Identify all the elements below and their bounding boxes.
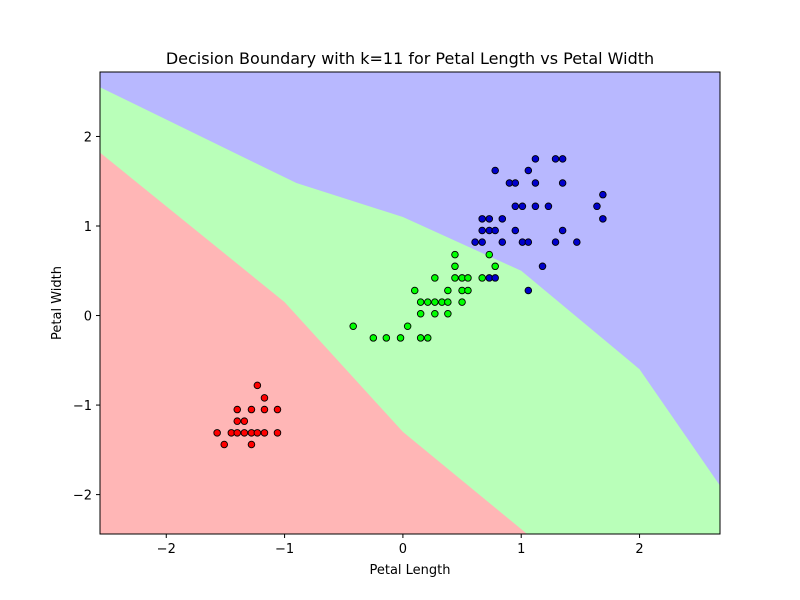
data-point-class-1 (416, 298, 425, 306)
data-point-class-0 (273, 429, 282, 437)
data-point-class-2 (478, 215, 486, 223)
region-class-0 (100, 152, 528, 534)
data-point-class-1 (485, 250, 494, 259)
y-axis-ticks: −2 −1 0 1 2 (73, 130, 100, 504)
y-tick-label: −1 (73, 399, 92, 414)
data-point-class-1 (423, 298, 432, 306)
x-tick-label: −2 (157, 542, 176, 557)
data-point-class-2 (551, 238, 560, 246)
data-point-class-2 (511, 179, 520, 187)
data-point-class-0 (240, 429, 249, 437)
data-point-class-2 (558, 226, 567, 235)
data-point-class-2 (538, 262, 547, 271)
data-point-class-0 (247, 440, 256, 449)
data-point-class-0 (253, 429, 262, 437)
data-point-class-0 (273, 405, 282, 414)
decision-regions (100, 72, 720, 534)
data-point-class-1 (431, 298, 439, 306)
data-point-class-0 (260, 394, 269, 402)
data-point-class-1 (464, 274, 472, 282)
data-point-class-2 (518, 202, 527, 211)
data-point-class-0 (253, 381, 262, 390)
chart-title: Decision Boundary with k=11 for Petal Le… (166, 49, 654, 68)
data-point-class-0 (233, 417, 242, 425)
data-point-class-1 (416, 309, 425, 318)
data-point-class-2 (511, 226, 520, 235)
data-point-class-0 (260, 405, 269, 414)
data-point-class-1 (369, 334, 378, 342)
data-point-class-2 (544, 202, 553, 211)
x-axis-ticks: −2 −1 0 1 2 (157, 534, 644, 557)
data-point-class-2 (531, 202, 540, 211)
data-point-class-2 (478, 226, 486, 235)
data-point-class-2 (531, 155, 540, 163)
data-point-class-2 (491, 166, 499, 175)
data-point-class-1 (478, 274, 486, 282)
data-point-class-2 (491, 226, 499, 235)
data-point-class-1 (444, 286, 452, 295)
data-point-class-0 (213, 429, 221, 437)
data-point-class-1 (349, 322, 357, 331)
data-point-class-0 (233, 405, 242, 414)
data-point-class-1 (382, 334, 391, 342)
data-point-class-1 (416, 334, 425, 342)
data-point-class-2 (485, 215, 494, 223)
data-point-class-0 (247, 405, 256, 414)
x-tick-label: 0 (399, 542, 407, 557)
data-point-class-2 (511, 202, 520, 211)
data-point-class-1 (444, 309, 452, 318)
data-point-class-1 (403, 322, 412, 331)
data-point-class-0 (260, 429, 269, 437)
data-point-class-2 (524, 286, 533, 295)
data-point-class-2 (524, 238, 533, 246)
y-tick-label: 1 (84, 220, 92, 235)
data-point-class-2 (531, 179, 540, 187)
data-point-class-1 (444, 298, 452, 306)
x-axis-label: Petal Length (369, 563, 450, 578)
y-tick-label: 2 (84, 130, 92, 145)
data-point-class-1 (451, 262, 459, 271)
x-tick-label: −1 (275, 542, 294, 557)
data-point-class-1 (423, 334, 432, 342)
data-point-class-2 (498, 238, 507, 246)
data-point-class-1 (464, 286, 472, 295)
data-point-class-1 (458, 298, 466, 306)
data-point-class-1 (431, 274, 439, 282)
data-point-class-1 (431, 309, 439, 318)
data-point-class-2 (551, 155, 560, 163)
data-point-class-2 (471, 238, 479, 246)
data-point-class-2 (498, 215, 507, 223)
data-point-class-1 (451, 274, 459, 282)
data-points (213, 155, 607, 449)
data-point-class-2 (593, 202, 601, 211)
data-point-class-1 (410, 286, 419, 295)
data-point-class-2 (599, 215, 607, 223)
data-point-class-1 (396, 334, 405, 342)
data-point-class-2 (573, 238, 581, 246)
y-tick-label: 0 (84, 310, 92, 325)
data-point-class-0 (220, 440, 228, 449)
y-axis-label: Petal Width (50, 266, 65, 340)
data-point-class-2 (478, 238, 486, 246)
data-point-class-2 (558, 155, 567, 163)
x-tick-label: 2 (635, 542, 643, 557)
data-point-class-0 (233, 429, 242, 437)
data-point-class-1 (451, 250, 459, 259)
x-tick-label: 1 (517, 542, 525, 557)
plot-frame (99, 71, 721, 535)
data-point-class-1 (491, 262, 499, 271)
y-tick-label: −2 (73, 489, 92, 504)
data-point-class-0 (240, 417, 249, 425)
data-point-class-2 (599, 190, 607, 199)
data-point-class-2 (491, 274, 499, 282)
data-point-class-2 (558, 179, 567, 187)
data-point-class-2 (524, 166, 533, 175)
